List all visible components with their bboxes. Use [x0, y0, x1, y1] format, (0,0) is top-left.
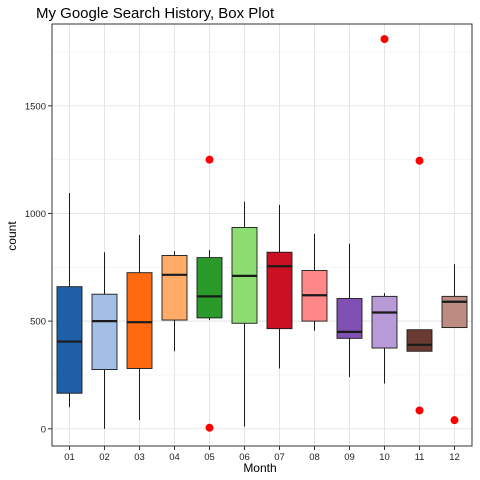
- y-tick-label: 1500: [25, 101, 46, 112]
- x-tick-label: 11: [415, 452, 425, 463]
- box-month-07: [266, 204, 293, 369]
- outlier-point: [205, 155, 214, 164]
- x-tick-label: 04: [169, 452, 180, 463]
- plot-border: [51, 23, 473, 447]
- box-iqr: [266, 251, 293, 330]
- outlier-point: [450, 416, 459, 425]
- box-month-09: [336, 243, 363, 378]
- outlier-point: [380, 35, 389, 44]
- box-month-05: [196, 155, 223, 432]
- chart-title: My Google Search History, Box Plot: [36, 5, 275, 22]
- box-month-10: [371, 35, 398, 384]
- outlier-point: [205, 423, 214, 432]
- x-tick-label: 08: [309, 452, 320, 463]
- y-tick-label: 1000: [25, 209, 46, 220]
- x-tick-label: 01: [64, 452, 75, 463]
- box-month-08: [301, 233, 328, 331]
- x-tick-label: 02: [99, 452, 110, 463]
- box-month-02: [91, 252, 118, 429]
- x-axis: 01 02 03 04 05 06 07 08 09 10 11 12: [64, 446, 460, 463]
- box-iqr: [161, 255, 188, 321]
- x-tick-label: 10: [379, 452, 390, 463]
- x-tick-label: 07: [274, 452, 285, 463]
- x-tick-label: 12: [449, 452, 460, 463]
- x-axis-title: Month: [243, 461, 276, 475]
- plot-panel: [52, 24, 472, 446]
- x-tick-label: 09: [344, 452, 355, 463]
- box-month-01: [56, 193, 83, 408]
- outlier-point: [415, 156, 424, 165]
- x-tick-label: 06: [239, 452, 250, 463]
- box-iqr: [371, 295, 398, 349]
- x-tick-label: 05: [204, 452, 215, 463]
- box-iqr: [406, 329, 433, 352]
- box-month-04: [161, 251, 188, 352]
- box-iqr: [56, 286, 83, 394]
- box-month-03: [126, 235, 153, 421]
- y-tick-label: 0: [41, 424, 46, 435]
- plot-area: 0 500 1000 1500 01 02 03 04 05 06 07 08 09 10 11 12: [25, 23, 473, 463]
- y-axis-title: count: [5, 221, 19, 251]
- box-month-06: [231, 201, 258, 427]
- box-iqr: [126, 272, 153, 369]
- y-tick-label: 500: [30, 317, 46, 328]
- x-tick-label: 03: [134, 452, 145, 463]
- box-month-12: [441, 264, 468, 425]
- box-month-11: [406, 156, 433, 415]
- outlier-point: [415, 406, 424, 415]
- box-iqr: [196, 257, 223, 319]
- box-iqr: [91, 293, 118, 371]
- y-axis: 0 500 1000 1500: [25, 101, 52, 435]
